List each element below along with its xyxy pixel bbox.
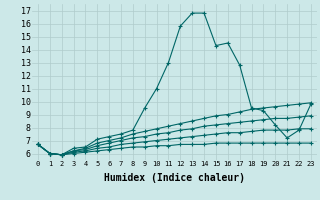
X-axis label: Humidex (Indice chaleur): Humidex (Indice chaleur) [104, 173, 245, 183]
